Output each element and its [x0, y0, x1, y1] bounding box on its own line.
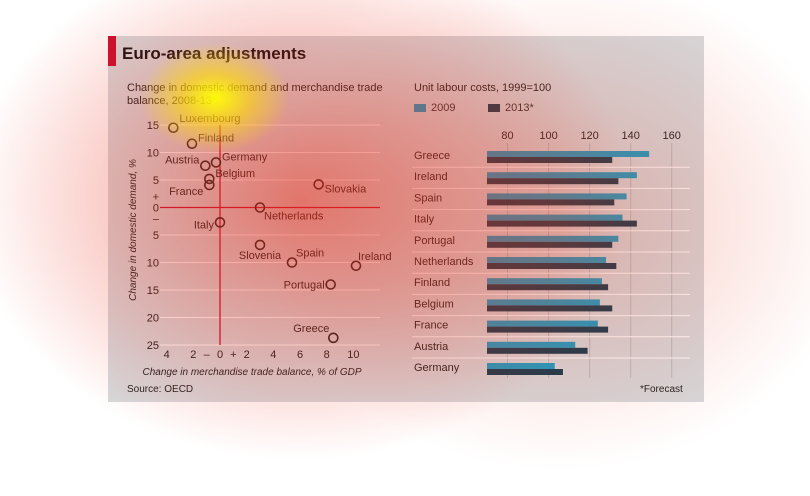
bar-2009-belgium [487, 299, 600, 306]
bar-2013-france [487, 326, 609, 333]
category-label-germany: Germany [414, 362, 460, 374]
bar-2009-germany [487, 363, 555, 369]
category-label-finland: Finland [414, 277, 450, 289]
bar-2009-ireland [487, 172, 637, 179]
category-label-austria: Austria [414, 341, 449, 353]
bar-2013-netherlands [487, 263, 617, 269]
bar-x-tick-label: 140 [622, 130, 640, 142]
category-label-spain: Spain [414, 192, 442, 204]
bar-2013-germany [487, 369, 563, 375]
bar-2013-portugal [487, 241, 613, 248]
bar-2009-spain [487, 193, 627, 200]
bar-2009-greece [487, 151, 650, 157]
bar-x-tick-label: 120 [580, 130, 598, 142]
bar-2013-austria [487, 347, 588, 354]
bar-2013-belgium [487, 305, 613, 312]
category-label-ireland: Ireland [414, 171, 448, 183]
category-label-france: France [414, 320, 448, 332]
bar-2013-italy [487, 220, 637, 227]
bar-2013-ireland [487, 178, 619, 185]
bar-x-tick-label: 80 [501, 130, 513, 142]
bar-2009-portugal [487, 235, 619, 242]
bar-x-tick-label: 100 [539, 130, 557, 142]
bar-2009-italy [487, 214, 623, 221]
bar-x-tick-label: 160 [663, 130, 681, 142]
bar-2013-finland [487, 284, 609, 291]
category-label-belgium: Belgium [414, 298, 454, 310]
category-label-greece: Greece [414, 150, 450, 162]
bar-2009-austria [487, 341, 576, 348]
category-label-netherlands: Netherlands [414, 256, 474, 268]
category-label-italy: Italy [414, 214, 435, 226]
forecast-note: *Forecast [640, 384, 683, 395]
bar-2013-greece [487, 157, 613, 163]
source-note: Source: OECD [127, 384, 194, 395]
bar-2013-spain [487, 199, 615, 206]
bar-2009-netherlands [487, 257, 607, 263]
bar-2009-finland [487, 278, 602, 285]
bar-2009-france [487, 320, 598, 327]
category-label-portugal: Portugal [414, 235, 455, 247]
